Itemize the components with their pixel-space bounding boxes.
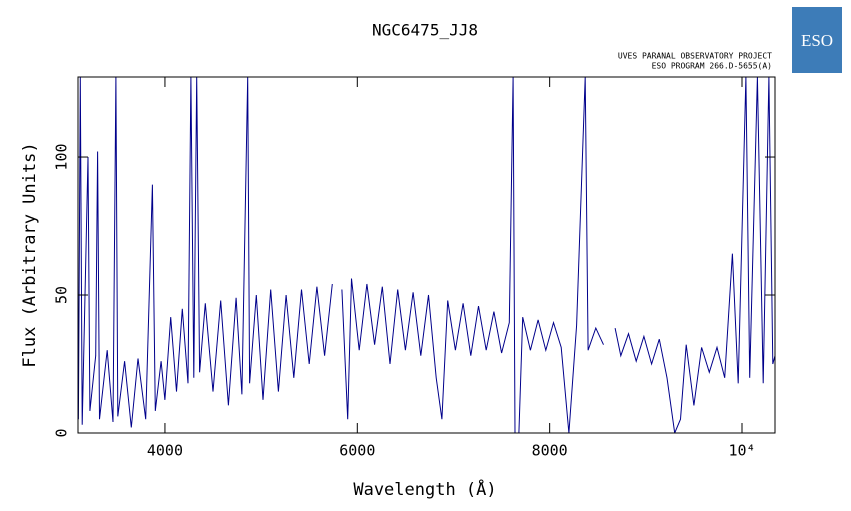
- plot-frame: [77, 76, 776, 434]
- y-tick-label: 0: [53, 428, 71, 437]
- spectrum-line: [78, 77, 775, 433]
- subtitle: ESO PROGRAM 266.D-5655(A): [652, 62, 772, 71]
- x-tick-label: 4000: [147, 442, 183, 460]
- y-axis-label: Flux (Arbitrary Units): [20, 142, 40, 367]
- x-tick-label: 8000: [532, 442, 568, 460]
- x-axis-label: Wavelength (Å): [353, 478, 496, 500]
- x-tick-label: 10⁴: [728, 442, 755, 460]
- logo: ESO: [801, 31, 833, 50]
- logo-box: [792, 7, 842, 73]
- y-tick-label: 50: [53, 286, 71, 304]
- chart-title: NGC6475_JJ8: [372, 21, 478, 40]
- subtitle: UVES PARANAL OBSERVATORY PROJECT: [618, 52, 772, 61]
- y-tick-label: 100: [53, 143, 71, 170]
- x-tick-label: 6000: [339, 442, 375, 460]
